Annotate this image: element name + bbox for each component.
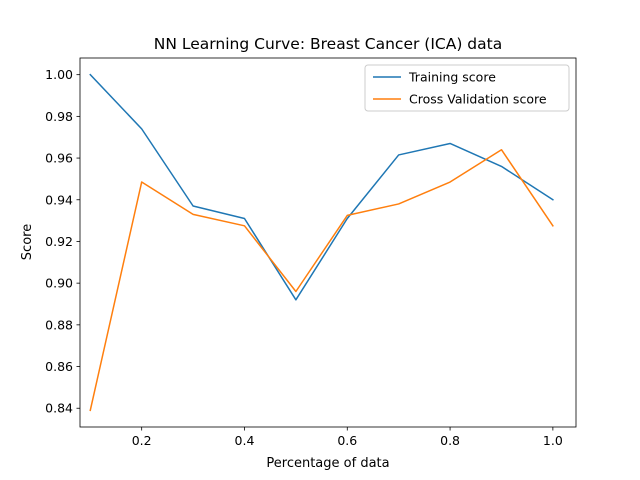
plot-lines	[89, 73, 554, 412]
y-axis-ticks: 0.84 0.86 0.88 0.90 0.92 0.94 0.96 0.98 1.00	[45, 67, 80, 416]
y-tick-label: 0.96	[45, 151, 73, 166]
legend: Training score Cross Validation score	[364, 64, 570, 112]
y-tick-label: 1.00	[45, 67, 73, 82]
x-tick-label: 0.6	[337, 433, 357, 448]
legend-label: Cross Validation score	[409, 92, 547, 107]
y-tick-label: 0.86	[45, 359, 73, 374]
y-tick-label: 0.92	[45, 234, 73, 249]
x-tick-label: 1.0	[543, 433, 563, 448]
series-line-1	[89, 73, 554, 301]
series-line-2	[89, 148, 554, 412]
legend-box	[364, 64, 570, 112]
x-tick-label: 0.8	[440, 433, 460, 448]
y-tick-label: 0.94	[45, 192, 73, 207]
x-axis-ticks: 0.2 0.4 0.6 0.8 1.0	[132, 427, 563, 448]
y-tick-label: 0.90	[45, 276, 73, 291]
y-tick-label: 0.84	[45, 401, 73, 416]
x-tick-label: 0.2	[132, 433, 152, 448]
x-tick-label: 0.4	[235, 433, 255, 448]
y-tick-label: 0.98	[45, 109, 73, 124]
y-tick-label: 0.88	[45, 317, 73, 332]
x-axis-label: Percentage of data	[266, 456, 389, 471]
chart-title: NN Learning Curve: Breast Cancer (ICA) d…	[154, 35, 502, 53]
plot-frame	[79, 57, 577, 428]
legend-label: Training score	[408, 70, 496, 85]
y-axis-label: Score	[20, 224, 35, 260]
